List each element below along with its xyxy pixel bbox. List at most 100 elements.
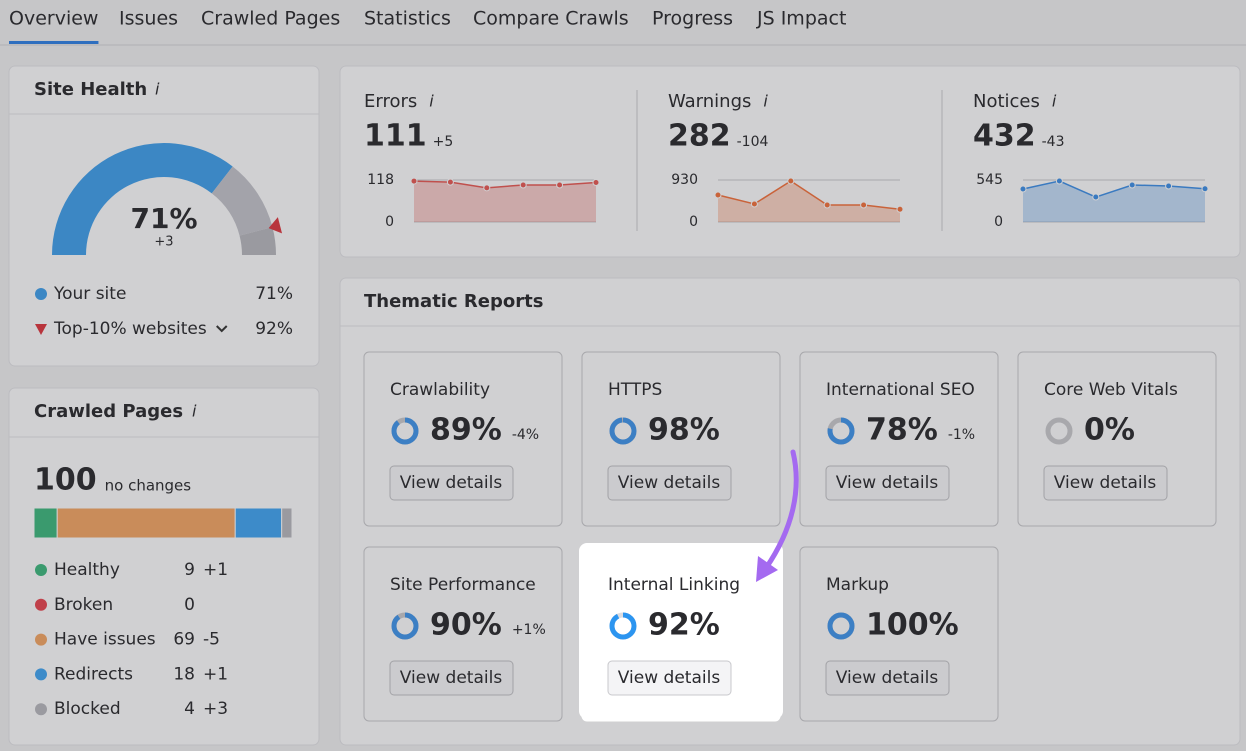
button-label: View details — [400, 668, 503, 688]
trend-area — [1023, 181, 1205, 222]
trend-area — [414, 181, 596, 222]
view-details-button[interactable] — [825, 465, 950, 501]
tab[interactable]: Overview — [9, 8, 98, 30]
report-title: HTTPS — [608, 380, 662, 400]
gauge-rest — [239, 227, 276, 255]
issue-change: -104 — [737, 134, 769, 150]
row-change: +1 — [203, 664, 228, 684]
report-title: Markup — [826, 575, 889, 595]
report-change: -1% — [948, 427, 975, 443]
row-count: 18 — [173, 664, 195, 684]
row-change: +1 — [203, 560, 228, 580]
status-bar-segment — [33, 507, 58, 539]
report-score: 0% — [1084, 413, 1135, 448]
issue-title: Notices — [973, 91, 1040, 112]
status-bar-segment — [281, 507, 293, 539]
row-change: +3 — [203, 699, 228, 719]
card-title: Crawled Pages — [34, 401, 183, 422]
tab[interactable]: JS Impact — [756, 8, 846, 30]
tab[interactable]: Issues — [119, 8, 178, 30]
legend-dot — [35, 633, 47, 646]
view-details-button[interactable] — [389, 660, 514, 696]
donut-value — [827, 612, 855, 640]
donut-value — [827, 417, 855, 445]
trend-point — [410, 177, 418, 185]
button-label: View details — [836, 668, 939, 688]
report-title: Internal Linking — [608, 575, 740, 595]
content: Overview Issues Crawled Pages Statistics Com… — [9, 8, 1217, 722]
trend-line — [413, 180, 597, 189]
y-tick-label: 0 — [994, 214, 1003, 230]
tab[interactable]: Progress — [652, 8, 733, 30]
trend-point — [1055, 177, 1063, 185]
trend-point — [1165, 182, 1173, 190]
status-bar-segment — [234, 507, 283, 539]
row-count: 69 — [173, 630, 195, 650]
info-icon: i — [155, 80, 160, 99]
trend-point — [823, 201, 831, 209]
tab[interactable]: Statistics — [364, 8, 451, 30]
report-score: 89% — [430, 413, 502, 448]
info-icon: i — [1052, 92, 1057, 111]
total-note: no changes — [105, 477, 192, 495]
report-change: -4% — [512, 427, 539, 443]
view-details-button[interactable] — [607, 660, 732, 696]
donut-value — [609, 417, 637, 445]
legend-dot — [35, 564, 47, 576]
trend-line — [717, 180, 901, 211]
trend-line — [1022, 180, 1206, 198]
status-bar-segment — [56, 507, 236, 539]
trend-point — [787, 177, 795, 185]
site-health-card — [8, 65, 320, 367]
button-label: View details — [836, 473, 939, 493]
dropdown-chevron[interactable] — [216, 325, 228, 333]
button-label: View details — [400, 473, 503, 493]
button-label: View details — [618, 668, 721, 688]
legend-label: Your site — [53, 284, 126, 304]
total: 100 — [34, 463, 97, 498]
donut-value — [391, 417, 419, 445]
legend-dot — [35, 703, 47, 716]
button-label: View details — [1054, 473, 1157, 493]
gauge-change: +3 — [154, 235, 173, 250]
tab[interactable]: Compare Crawls — [473, 8, 629, 30]
report-score: 90% — [430, 608, 502, 643]
active-tab-underline — [9, 41, 99, 44]
info-icon: i — [192, 402, 197, 421]
row-count: 4 — [184, 699, 195, 719]
legend-value: 71% — [255, 284, 293, 304]
donut-value — [391, 612, 419, 640]
row-label: Have issues — [54, 630, 156, 650]
gauge-score: 71% — [130, 202, 197, 235]
row-change: -5 — [203, 630, 220, 650]
gauge-marker — [268, 217, 283, 234]
gauge-value — [52, 143, 233, 255]
view-details-button[interactable] — [607, 465, 732, 501]
trend-point — [860, 201, 868, 209]
trend-point — [1092, 193, 1100, 201]
info-icon: i — [763, 92, 768, 111]
trend-point — [1128, 181, 1136, 189]
y-tick-label: 118 — [367, 172, 394, 188]
view-details-button[interactable] — [389, 465, 514, 501]
report-score: 92% — [648, 608, 720, 643]
issue-title: Warnings — [668, 91, 751, 112]
card-title: Thematic Reports — [364, 291, 543, 312]
legend-dot — [35, 668, 47, 681]
crawled-pages-card — [8, 387, 320, 746]
view-details-button[interactable] — [825, 660, 950, 696]
row-label: Blocked — [54, 699, 121, 719]
legend-value: 92% — [255, 319, 293, 339]
legend-triangle — [35, 324, 47, 335]
trend-point — [1019, 185, 1027, 193]
report-title: International SEO — [826, 380, 975, 400]
tab[interactable]: Crawled Pages — [201, 8, 340, 30]
y-tick-label: 0 — [689, 214, 698, 230]
y-tick-label: 930 — [671, 172, 698, 188]
trend-point — [592, 178, 600, 186]
donut-track — [1045, 417, 1073, 445]
pointer-arrow — [756, 449, 799, 582]
view-details-button[interactable] — [1043, 465, 1168, 501]
gauge-rest — [211, 166, 273, 236]
